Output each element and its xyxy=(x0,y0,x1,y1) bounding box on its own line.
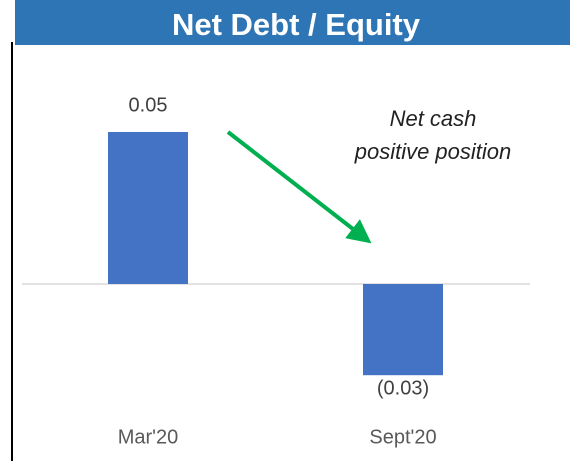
value-label: 0.05 xyxy=(129,94,168,116)
chart-title: Net Debt / Equity xyxy=(172,7,421,42)
title-banner xyxy=(15,0,570,45)
x-tick-label: Sept'20 xyxy=(369,426,436,448)
annotation: positive position xyxy=(354,139,512,164)
value-label: (0.03) xyxy=(377,377,429,399)
bar xyxy=(363,284,443,376)
trend-arrow xyxy=(226,130,372,244)
bar xyxy=(108,132,188,284)
x-tick-label: Mar'20 xyxy=(118,426,179,448)
annotation: Net cash xyxy=(390,106,477,131)
